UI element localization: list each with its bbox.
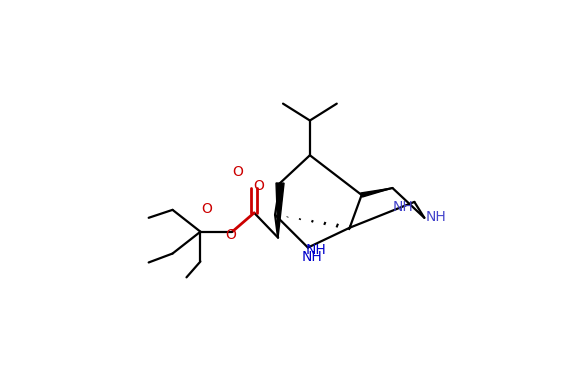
- Text: O: O: [253, 179, 264, 193]
- Text: NH: NH: [305, 242, 326, 256]
- Text: NH: NH: [426, 210, 446, 224]
- Text: NH: NH: [302, 250, 323, 264]
- Text: NH: NH: [392, 200, 413, 214]
- Polygon shape: [361, 188, 392, 197]
- Text: O: O: [201, 202, 212, 216]
- Text: O: O: [233, 165, 244, 179]
- Polygon shape: [276, 183, 284, 238]
- Text: O: O: [226, 228, 237, 242]
